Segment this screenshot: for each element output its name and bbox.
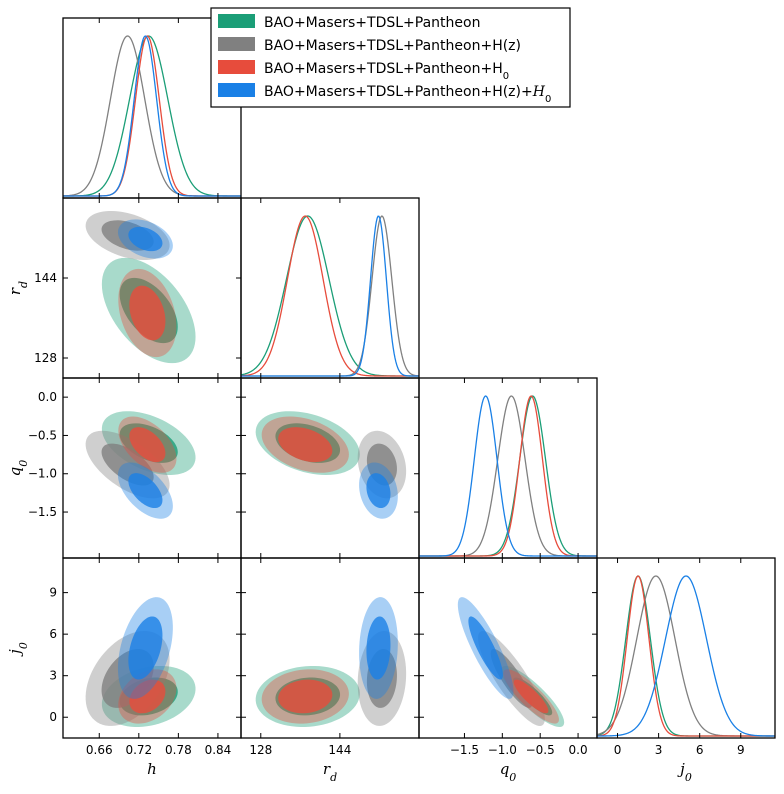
legend-swatch-2	[218, 60, 255, 74]
y-tick-label-j0: 0	[49, 710, 57, 724]
x-tick-label-q0: −1.0	[488, 743, 517, 757]
x-tick-label-rd: 144	[328, 743, 351, 757]
panel-content	[457, 597, 565, 727]
axis-label-j0: j0	[6, 642, 30, 657]
y-tick-label-rd: 128	[34, 351, 57, 365]
contour-68-h-q0-series-2	[129, 427, 166, 463]
panel-content	[419, 395, 597, 557]
x-tick-label-h: 0.66	[86, 743, 113, 757]
contour-68-rd-q0-series-3	[366, 473, 391, 509]
panel-j0-rd: 128 144	[240, 557, 420, 757]
panel-content	[255, 411, 407, 519]
legend-label-0: BAO+Masers+TDSL+Pantheon	[264, 15, 480, 31]
axis-label-j0: j0	[677, 760, 692, 784]
contour-68-h-j0-series-3	[128, 616, 163, 680]
x-tick-label-rd: 128	[249, 743, 272, 757]
marginal-curve-rd-series-2	[241, 215, 419, 377]
panel-content	[85, 597, 196, 727]
marginal-curve-rd-series-1	[241, 215, 419, 377]
x-tick-label-j0: 9	[737, 743, 745, 757]
panel-j0-q0: −1.5 −1.0 −0.5 0.0	[418, 557, 598, 757]
panel-content	[255, 597, 407, 727]
y-tick-label-q0: −1.0	[28, 467, 57, 481]
panel-rd-rd	[240, 197, 420, 379]
contour-68-q0-j0-series-2	[513, 679, 549, 714]
contour-68-h-rd-series-3	[128, 226, 163, 252]
y-tick-label-j0: 9	[49, 586, 57, 600]
panel-j0-j0: 0 3 6 9	[596, 557, 776, 757]
panel-q0-rd	[240, 377, 420, 559]
panel-q0-q0	[418, 377, 598, 559]
panel-content	[63, 35, 241, 197]
legend: BAO+Masers+TDSL+Pantheon BAO+Masers+TDSL+…	[210, 7, 571, 108]
contour-68-h-j0-series-2	[129, 679, 166, 714]
panel-q0-h: −1.5 −1.0 −0.5 0.0	[28, 377, 242, 559]
marginal-curve-rd-series-3	[241, 215, 419, 377]
panel-content	[85, 211, 196, 364]
contour-68-h-rd-series-2	[129, 285, 166, 341]
x-tick-label-j0: 0	[614, 743, 622, 757]
legend-label-3: BAO+Masers+TDSL+Pantheon+H(z)+H0	[264, 84, 551, 105]
y-tick-label-rd: 144	[34, 271, 57, 285]
legend-label-2: BAO+Masers+TDSL+Pantheon+H0	[264, 61, 509, 82]
marginal-curve-h-series-0	[63, 35, 241, 197]
x-tick-label-q0: −1.5	[450, 743, 479, 757]
panel-frame	[596, 557, 776, 739]
x-tick-label-q0: −0.5	[526, 743, 555, 757]
x-tick-label-h: 0.72	[125, 743, 152, 757]
legend-label-1: BAO+Masers+TDSL+Pantheon+H(z)	[264, 38, 521, 54]
panel-content	[241, 215, 419, 377]
axis-label-q0: q0	[500, 760, 517, 784]
contour-68-rd-q0-series-2	[278, 427, 333, 463]
axis-label-rd: rd	[323, 760, 337, 784]
x-tick-label-h: 0.84	[205, 743, 232, 757]
legend-swatch-3	[218, 83, 255, 97]
axis-label-rd: rd	[6, 281, 30, 295]
y-tick-label-q0: 0.0	[38, 390, 57, 404]
legend-box	[210, 7, 571, 108]
marginal-curve-j0-series-3	[597, 575, 775, 737]
x-tick-label-j0: 3	[655, 743, 663, 757]
marginal-curve-q0-series-2	[419, 395, 597, 557]
y-tick-label-q0: −1.5	[28, 505, 57, 519]
panel-rd-h: 128 144	[34, 197, 242, 379]
y-tick-label-j0: 3	[49, 669, 57, 683]
marginal-curve-j0-series-0	[597, 575, 775, 737]
legend-swatch-1	[218, 37, 255, 51]
marginal-curve-q0-series-3	[419, 395, 597, 557]
panel-j0-h: 0.66 0.72 0.78 0.84 0 3 6 9	[49, 557, 242, 757]
contour-68-q0-j0-series-3	[468, 616, 503, 680]
legend-swatch-0	[218, 14, 255, 28]
axis-label-h: h	[147, 760, 157, 778]
marginal-curve-h-series-3	[63, 35, 241, 197]
y-tick-label-q0: −0.5	[28, 428, 57, 442]
panel-content	[85, 411, 196, 519]
panel-content	[597, 575, 775, 737]
panel-frame	[418, 557, 598, 739]
panels-layer: 128 144 −1.5 −1.0 −0.5 0.0 0.66 0.72 0.78 0.84 0 3 6…	[6, 17, 776, 784]
contour-68-rd-j0-series-2	[278, 679, 333, 714]
x-tick-label-q0: 0.0	[569, 743, 588, 757]
contour-68-rd-j0-series-3	[366, 616, 391, 680]
axis-label-q0: q0	[6, 460, 30, 477]
x-tick-label-h: 0.78	[165, 743, 192, 757]
marginal-curve-j0-series-2	[597, 575, 775, 737]
x-tick-label-j0: 6	[696, 743, 704, 757]
marginal-curve-rd-series-0	[241, 215, 419, 377]
y-tick-label-j0: 6	[49, 627, 57, 641]
contour-68-h-q0-series-3	[128, 473, 163, 509]
